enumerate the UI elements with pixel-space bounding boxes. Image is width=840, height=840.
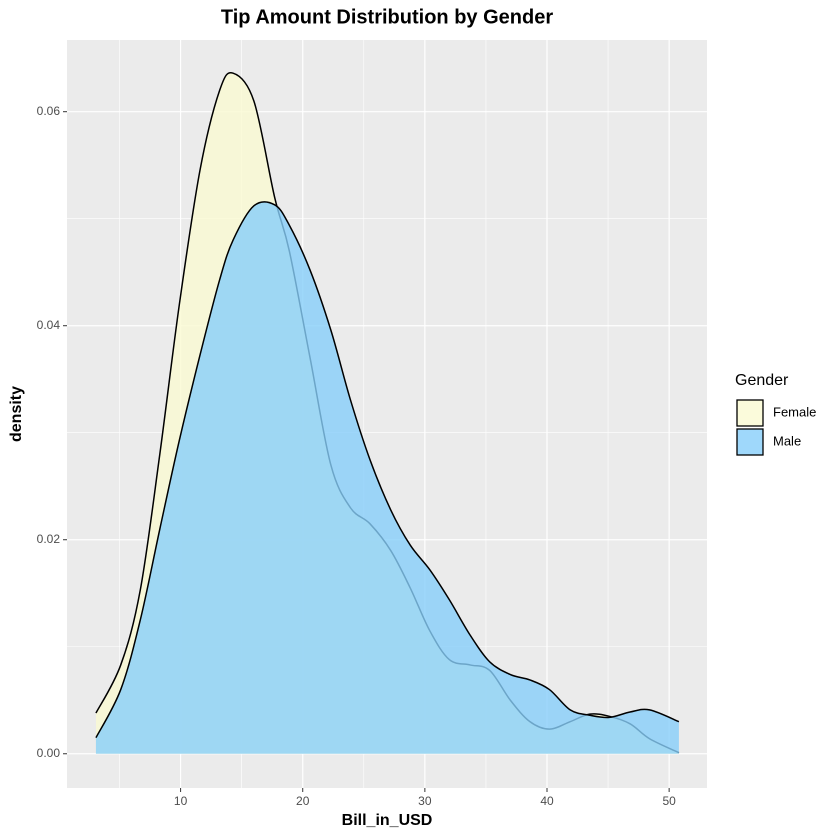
y-tick-label: 0.04 xyxy=(37,318,61,332)
legend-key xyxy=(736,399,764,427)
density-area xyxy=(95,201,679,754)
legend-key xyxy=(736,428,764,456)
y-tick-label: 0.02 xyxy=(37,532,61,546)
x-tick-label: 20 xyxy=(296,794,310,808)
x-tick-label: 50 xyxy=(662,794,676,808)
legend-label: Female xyxy=(773,404,816,419)
x-tick-label: 40 xyxy=(540,794,554,808)
y-tick-label: 0.00 xyxy=(37,746,61,760)
x-tick-label: 30 xyxy=(418,794,432,808)
y-tick-label: 0.06 xyxy=(37,104,61,118)
chart-title: Tip Amount Distribution by Gender xyxy=(221,6,553,28)
legend-label: Male xyxy=(773,433,801,448)
legend-title: Gender xyxy=(735,372,789,389)
x-tick-label: 10 xyxy=(174,794,188,808)
x-axis-label: Bill_in_USD xyxy=(342,812,433,829)
density-line xyxy=(95,201,680,739)
y-axis-label: density xyxy=(8,386,25,442)
